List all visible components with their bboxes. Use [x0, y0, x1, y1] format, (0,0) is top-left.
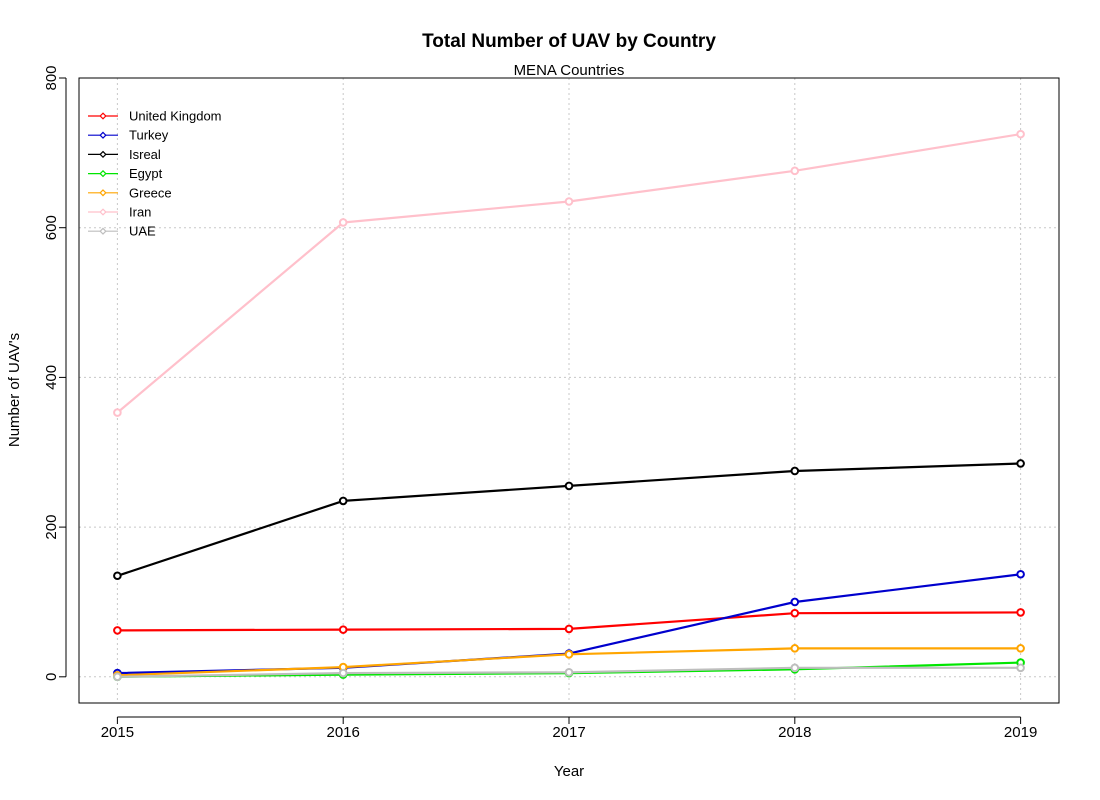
data-point-turkey	[1016, 569, 1025, 579]
legend-item-turkey: Turkey	[88, 128, 169, 143]
data-point-iran	[338, 218, 348, 227]
legend-item-uae: UAE	[88, 224, 156, 239]
legend-swatch-marker	[99, 169, 107, 178]
chart-title: Total Number of UAV by Country	[422, 31, 716, 52]
legend-swatch-marker	[99, 227, 107, 235]
x-tick-label: 2018	[778, 724, 811, 741]
plot-frame	[78, 77, 1060, 704]
legend: United Kingdom Turkey Isreal Egypt Greece Ira…	[88, 109, 222, 239]
legend-swatch-marker	[99, 208, 107, 216]
data-point-isreal	[564, 481, 574, 491]
legend-label: United Kingdom	[129, 109, 222, 124]
data-point-turkey	[790, 597, 800, 607]
x-tick-label: 2016	[327, 724, 360, 741]
data-point-united-kingdom	[1016, 608, 1025, 617]
data-point-greece	[790, 644, 800, 653]
series-uae	[113, 663, 1025, 682]
legend-item-iran: Iran	[88, 205, 151, 220]
data-point-united-kingdom	[338, 625, 348, 634]
y-tick-label: 800	[43, 65, 60, 90]
series-united-kingdom	[113, 608, 1025, 635]
legend-label: Egypt	[129, 166, 163, 181]
legend-item-isreal: Isreal	[88, 147, 161, 162]
data-point-iran	[790, 166, 800, 176]
x-tick-label: 2019	[1004, 724, 1037, 741]
data-point-iran	[564, 197, 574, 206]
legend-swatch-marker	[99, 189, 107, 197]
legend-label: Greece	[129, 185, 172, 200]
y-tick-label: 400	[43, 365, 60, 390]
data-point-isreal	[338, 496, 348, 506]
data-point-uae	[790, 663, 800, 673]
legend-label: Iran	[129, 205, 151, 220]
x-tick-label: 2017	[552, 724, 585, 741]
data-point-iran	[113, 408, 122, 417]
y-tick-label: 0	[43, 673, 60, 681]
data-point-greece	[564, 650, 574, 659]
data-point-isreal	[113, 571, 122, 581]
legend-label: Isreal	[129, 147, 161, 162]
legend-swatch-marker	[99, 112, 107, 120]
series-group	[113, 129, 1025, 682]
data-point-united-kingdom	[790, 608, 800, 618]
legend-swatch-marker	[99, 131, 107, 139]
x-axis-label: Year	[554, 763, 584, 780]
y-axis-label: Number of UAV's	[6, 333, 23, 447]
data-point-united-kingdom	[564, 624, 574, 634]
legend-label: Turkey	[129, 128, 169, 143]
legend-label: UAE	[129, 224, 156, 239]
data-point-uae	[564, 668, 574, 677]
data-point-isreal	[1016, 459, 1025, 468]
x-tick-label: 2015	[101, 724, 134, 741]
data-point-united-kingdom	[113, 626, 122, 635]
legend-item-greece: Greece	[88, 185, 172, 200]
legend-swatch-marker	[99, 150, 107, 159]
y-tick-label: 600	[43, 215, 60, 240]
series-isreal	[113, 459, 1025, 581]
chart-subtitle: MENA Countries	[514, 62, 625, 79]
legend-item-egypt: Egypt	[88, 166, 163, 181]
series-iran	[113, 129, 1025, 417]
grid	[79, 77, 1059, 703]
y-tick-label: 200	[43, 515, 60, 540]
legend-item-united-kingdom: United Kingdom	[88, 109, 222, 124]
axes: 2015 2016 2017 2018 2019 0 200 400 600 800	[43, 65, 1037, 741]
data-point-uae	[1016, 663, 1025, 673]
data-point-isreal	[790, 466, 800, 476]
data-point-greece	[1016, 644, 1025, 653]
data-point-uae	[113, 672, 122, 682]
data-point-iran	[1016, 129, 1025, 139]
data-point-uae	[338, 668, 348, 678]
